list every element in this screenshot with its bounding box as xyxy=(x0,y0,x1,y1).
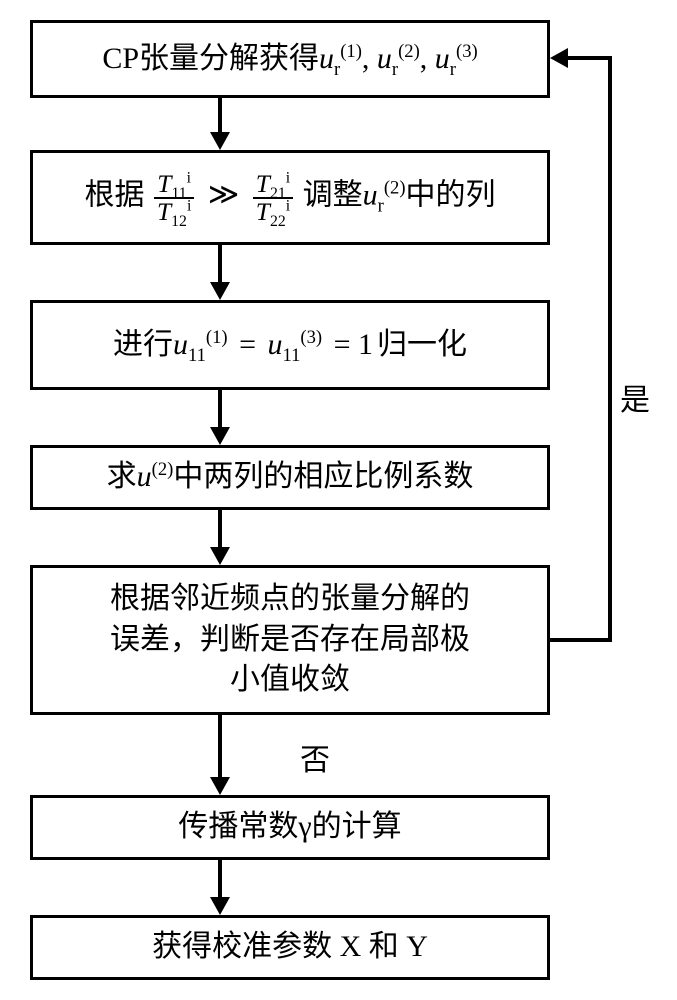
arrow-head-icon xyxy=(210,132,230,150)
node-label: 传播常数γ的计算 xyxy=(178,807,401,848)
arrow-head-icon xyxy=(210,427,230,445)
edge-1-2 xyxy=(218,98,222,134)
arrow-head-icon xyxy=(210,777,230,795)
node-label: 进行u11(1) = u11(3) = 1归一化 xyxy=(113,325,467,366)
edge-label-yes: 是 xyxy=(620,375,650,419)
edge-feedback-h1 xyxy=(550,638,612,642)
node-label: CP张量分解获得ur(1), ur(2), ur(3) xyxy=(102,39,477,80)
node-label: 求u(2)中两列的相应比例系数 xyxy=(107,457,474,498)
node-adjust-columns: 根据 T11i T12i ≫ T21i T22i 调整ur(2)中的列 xyxy=(30,150,550,245)
arrow-head-icon xyxy=(210,547,230,565)
node-ratio-coef: 求u(2)中两列的相应比例系数 xyxy=(30,445,550,510)
edge-2-3 xyxy=(218,245,222,284)
edge-feedback-h2 xyxy=(565,56,612,60)
edge-5-6 xyxy=(218,715,222,779)
edge-feedback-v xyxy=(608,56,612,642)
edge-6-7 xyxy=(218,860,222,899)
node-compute-gamma: 传播常数γ的计算 xyxy=(30,795,550,860)
edge-4-5 xyxy=(218,510,222,549)
node-label: 根据邻近频点的张量分解的 误差，判断是否存在局部极 小值收敛 xyxy=(110,579,470,701)
node-get-xy: 获得校准参数 X 和 Y xyxy=(30,915,550,980)
node-cp-decompose: CP张量分解获得ur(1), ur(2), ur(3) xyxy=(30,20,550,98)
edge-label-no: 否 xyxy=(300,735,330,779)
edge-3-4 xyxy=(218,390,222,429)
arrow-head-icon xyxy=(210,897,230,915)
node-label: 根据 T11i T12i ≫ T21i T22i 调整ur(2)中的列 xyxy=(84,171,495,224)
flowchart-canvas: CP张量分解获得ur(1), ur(2), ur(3) 根据 T11i T12i… xyxy=(0,0,677,1000)
arrow-head-icon xyxy=(210,282,230,300)
arrow-head-icon xyxy=(550,48,568,68)
node-check-local-min: 根据邻近频点的张量分解的 误差，判断是否存在局部极 小值收敛 xyxy=(30,565,550,715)
node-normalize: 进行u11(1) = u11(3) = 1归一化 xyxy=(30,300,550,390)
node-label: 获得校准参数 X 和 Y xyxy=(152,927,428,968)
